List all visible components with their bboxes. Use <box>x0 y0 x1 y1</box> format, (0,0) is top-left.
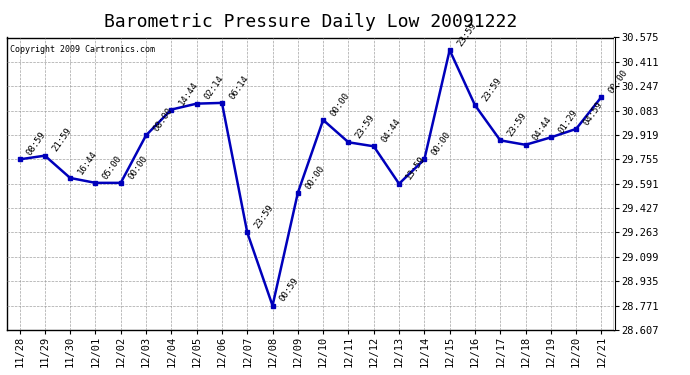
Text: 00:00: 00:00 <box>328 91 351 118</box>
Text: 14:44: 14:44 <box>177 80 199 107</box>
Text: 00:00: 00:00 <box>607 68 630 95</box>
Text: 23:59: 23:59 <box>480 76 503 103</box>
Text: 13:59: 13:59 <box>404 154 427 182</box>
Text: 04:44: 04:44 <box>380 117 402 144</box>
Text: Barometric Pressure Daily Low 20091222: Barometric Pressure Daily Low 20091222 <box>104 13 517 31</box>
Text: 00:59: 00:59 <box>278 276 301 303</box>
Text: 05:00: 05:00 <box>101 153 124 181</box>
Text: Copyright 2009 Cartronics.com: Copyright 2009 Cartronics.com <box>10 45 155 54</box>
Text: 23:59: 23:59 <box>354 113 377 140</box>
Text: 06:14: 06:14 <box>228 74 250 101</box>
Text: 04:44: 04:44 <box>531 116 554 142</box>
Text: 00:00: 00:00 <box>126 153 149 181</box>
Text: 00:00: 00:00 <box>304 164 326 190</box>
Text: 08:59: 08:59 <box>25 130 48 157</box>
Text: 08:00: 08:00 <box>152 106 175 133</box>
Text: 02:14: 02:14 <box>202 74 225 102</box>
Text: 00:00: 00:00 <box>430 130 453 157</box>
Text: 23:59: 23:59 <box>253 203 275 230</box>
Text: 16:44: 16:44 <box>76 148 99 176</box>
Text: 21:59: 21:59 <box>50 126 73 153</box>
Text: 23:59: 23:59 <box>506 111 529 138</box>
Text: 04:59: 04:59 <box>582 100 604 127</box>
Text: 23:59: 23:59 <box>455 21 478 48</box>
Text: 01:29: 01:29 <box>556 108 579 135</box>
